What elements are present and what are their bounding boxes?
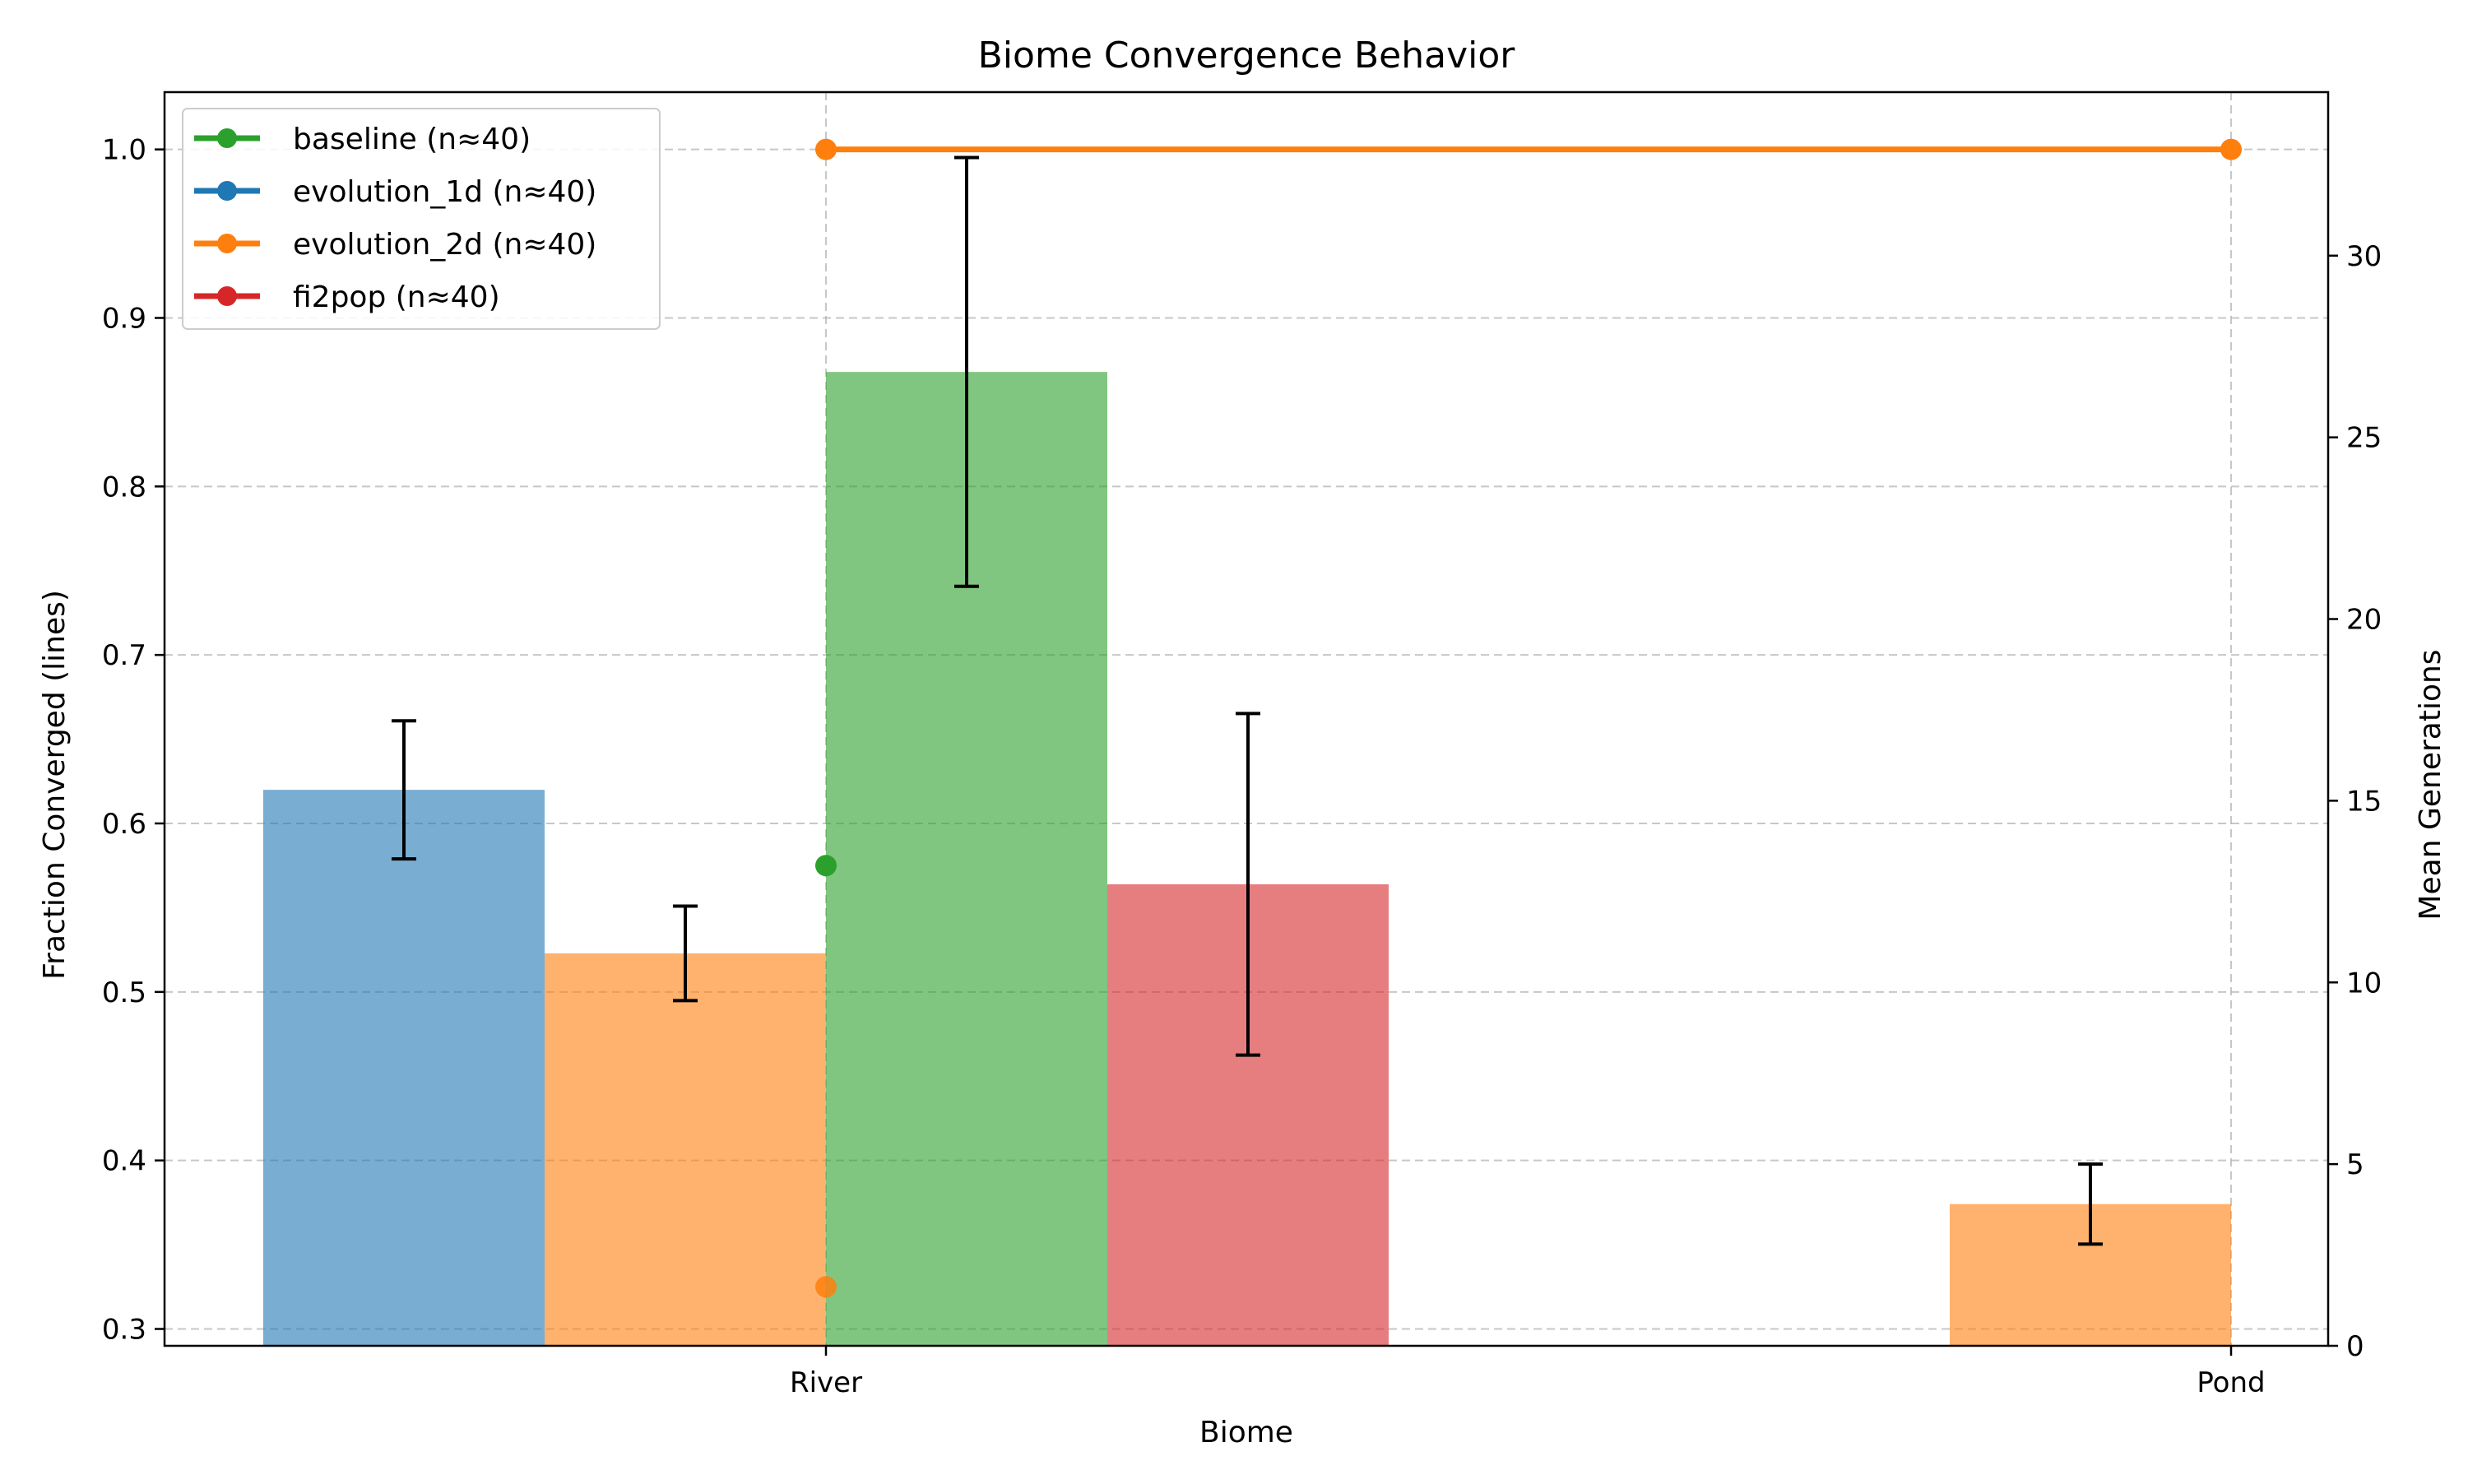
chart-title: Biome Convergence Behavior (978, 35, 1516, 77)
y-tick-label-left: 0.6 (102, 808, 146, 841)
legend-label: baseline (n≈40) (293, 123, 531, 156)
legend-swatch-marker (217, 234, 237, 253)
y-tick-label-left: 0.9 (102, 302, 146, 335)
legend-swatch-marker (217, 128, 237, 148)
y-tick-label-left: 0.8 (102, 471, 146, 503)
y-tick-label-left: 0.3 (102, 1314, 146, 1347)
y-tick-label-right: 10 (2346, 967, 2382, 999)
y-tick-label-right: 25 (2346, 422, 2382, 455)
legend-box (182, 108, 661, 330)
bar-evolution_2d-river (545, 953, 826, 1346)
errorbar-layer (392, 155, 2103, 1246)
y-tick-label-right: 30 (2346, 240, 2382, 273)
point-baseline (815, 855, 837, 877)
legend: baseline (n≈40) evolution_1d (n≈40) evolut… (182, 108, 661, 330)
y-axis-label-right: Mean Generations (2414, 649, 2447, 920)
x-tick-label-pond: Pond (2197, 1366, 2265, 1399)
y-tick-label-right: 20 (2346, 604, 2382, 637)
legend-label: evolution_2d (n≈40) (293, 228, 596, 262)
point-evolution_2d-extra (815, 1276, 837, 1298)
legend-swatch-marker (217, 181, 237, 201)
axes-layer: 0.3 0.4 0.5 0.6 0.7 0.8 0.9 1.0 0 5 10 15 20 25 30 Rive… (102, 90, 2382, 1399)
line-layer (815, 138, 2242, 1298)
y-tick-label-left: 0.4 (102, 1145, 146, 1178)
y-tick-label-right: 0 (2346, 1330, 2364, 1363)
legend-swatch-marker (217, 286, 237, 306)
y-tick-label-right: 5 (2346, 1148, 2364, 1181)
legend-label: fi2pop (n≈40) (293, 281, 500, 314)
point-evolution_2d (2220, 138, 2242, 160)
x-axis-label: Biome (1199, 1416, 1293, 1449)
plot-frame (163, 90, 2330, 1347)
legend-label: evolution_1d (n≈40) (293, 175, 596, 209)
y-axis-label-left: Fraction Converged (lines) (38, 590, 72, 980)
bar-evolution_1d-river (263, 790, 545, 1346)
point-evolution_2d (815, 138, 837, 160)
y-tick-label-left: 0.7 (102, 639, 146, 672)
y-tick-label-right: 15 (2346, 785, 2382, 818)
y-tick-label-left: 0.5 (102, 976, 146, 1009)
y-tick-label-left: 1.0 (102, 134, 146, 167)
x-tick-label-river: River (790, 1366, 862, 1399)
